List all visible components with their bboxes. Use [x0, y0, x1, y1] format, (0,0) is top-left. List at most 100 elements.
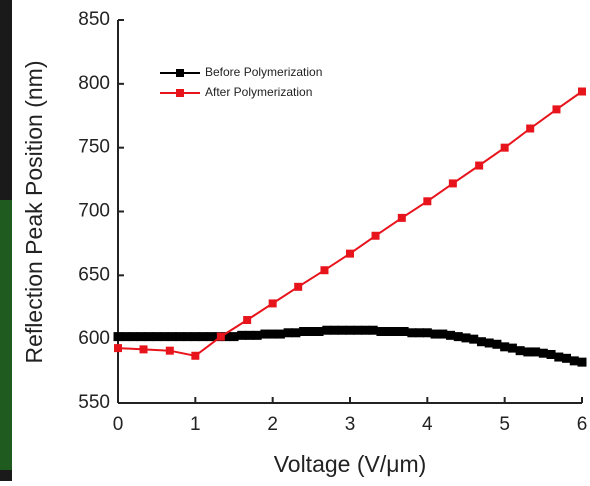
marker: [113, 332, 123, 342]
x-tick-label: 3: [345, 414, 356, 435]
marker: [507, 343, 517, 353]
marker: [221, 332, 231, 342]
marker: [515, 346, 525, 356]
marker: [275, 329, 285, 339]
marker: [577, 357, 587, 367]
marker: [492, 339, 502, 349]
y-tick-label: 550: [78, 392, 110, 413]
marker: [244, 330, 254, 340]
marker: [294, 282, 303, 291]
marker: [391, 327, 401, 337]
marker: [360, 325, 370, 335]
marker: [144, 332, 154, 342]
marker: [407, 328, 417, 338]
marker: [299, 327, 309, 337]
marker: [191, 351, 200, 360]
marker: [121, 332, 131, 342]
marker: [320, 266, 329, 275]
marker: [562, 353, 572, 363]
marker: [268, 329, 278, 339]
marker: [291, 328, 301, 338]
series-line: [117, 90, 583, 357]
marker: [252, 330, 262, 340]
x-tick-label: 5: [499, 414, 510, 435]
marker: [337, 325, 347, 335]
y-tick-label: 700: [78, 201, 110, 222]
marker: [159, 332, 169, 342]
marker: [552, 105, 561, 114]
marker: [314, 327, 324, 337]
marker: [446, 330, 456, 340]
marker: [114, 344, 122, 353]
marker: [206, 332, 216, 342]
marker: [175, 332, 185, 342]
marker: [526, 124, 535, 133]
marker: [500, 143, 509, 152]
marker: [569, 356, 579, 366]
x-axis-title: Voltage (V/μm): [274, 451, 427, 477]
legend-marker: [176, 69, 184, 77]
left-strip-green: [0, 200, 12, 470]
y-tick-label: 850: [78, 9, 110, 30]
marker: [128, 332, 138, 342]
marker: [371, 231, 380, 240]
marker: [345, 325, 355, 335]
marker: [243, 316, 252, 325]
marker: [183, 332, 193, 342]
y-tick-label: 750: [78, 137, 110, 158]
marker: [368, 325, 378, 335]
marker: [475, 161, 484, 170]
y-tick-label: 650: [78, 264, 110, 285]
x-tick-label: 4: [422, 414, 433, 435]
legend-marker: [176, 89, 184, 97]
marker: [399, 327, 409, 337]
marker: [139, 345, 148, 354]
marker: [167, 332, 177, 342]
marker: [430, 329, 440, 339]
x-tick-label: 6: [577, 414, 588, 435]
marker: [453, 332, 463, 342]
y-axis-title: Reflection Peak Position (nm): [21, 61, 47, 364]
legend-label: Before Polymerization: [205, 65, 322, 79]
legend-label: After Polymerization: [205, 85, 312, 99]
marker: [268, 299, 277, 308]
marker: [448, 179, 457, 188]
marker: [384, 327, 394, 337]
marker: [461, 333, 471, 343]
x-tick-label: 2: [267, 414, 278, 435]
marker: [190, 332, 200, 342]
marker: [260, 329, 270, 339]
marker: [346, 249, 354, 258]
y-tick-label: 600: [78, 328, 110, 349]
marker: [198, 332, 208, 342]
marker: [283, 328, 293, 338]
marker: [306, 327, 316, 337]
marker: [484, 338, 494, 348]
marker: [353, 325, 363, 335]
y-tick-label: 800: [78, 73, 110, 94]
marker: [554, 352, 564, 362]
marker: [322, 325, 332, 335]
marker: [578, 87, 586, 96]
marker: [136, 332, 146, 342]
x-tick-label: 0: [113, 414, 124, 435]
marker: [376, 327, 386, 337]
marker: [152, 332, 162, 342]
marker: [438, 329, 448, 339]
marker: [500, 342, 510, 352]
marker: [538, 348, 548, 358]
marker: [397, 213, 406, 222]
marker: [237, 330, 247, 340]
marker: [216, 332, 225, 341]
marker: [415, 328, 425, 338]
marker: [523, 347, 533, 357]
marker: [422, 328, 432, 338]
marker: [469, 334, 479, 344]
marker: [229, 332, 239, 342]
marker: [330, 325, 340, 335]
marker: [476, 337, 486, 347]
marker: [165, 346, 174, 355]
marker: [546, 349, 556, 359]
marker: [423, 197, 432, 206]
